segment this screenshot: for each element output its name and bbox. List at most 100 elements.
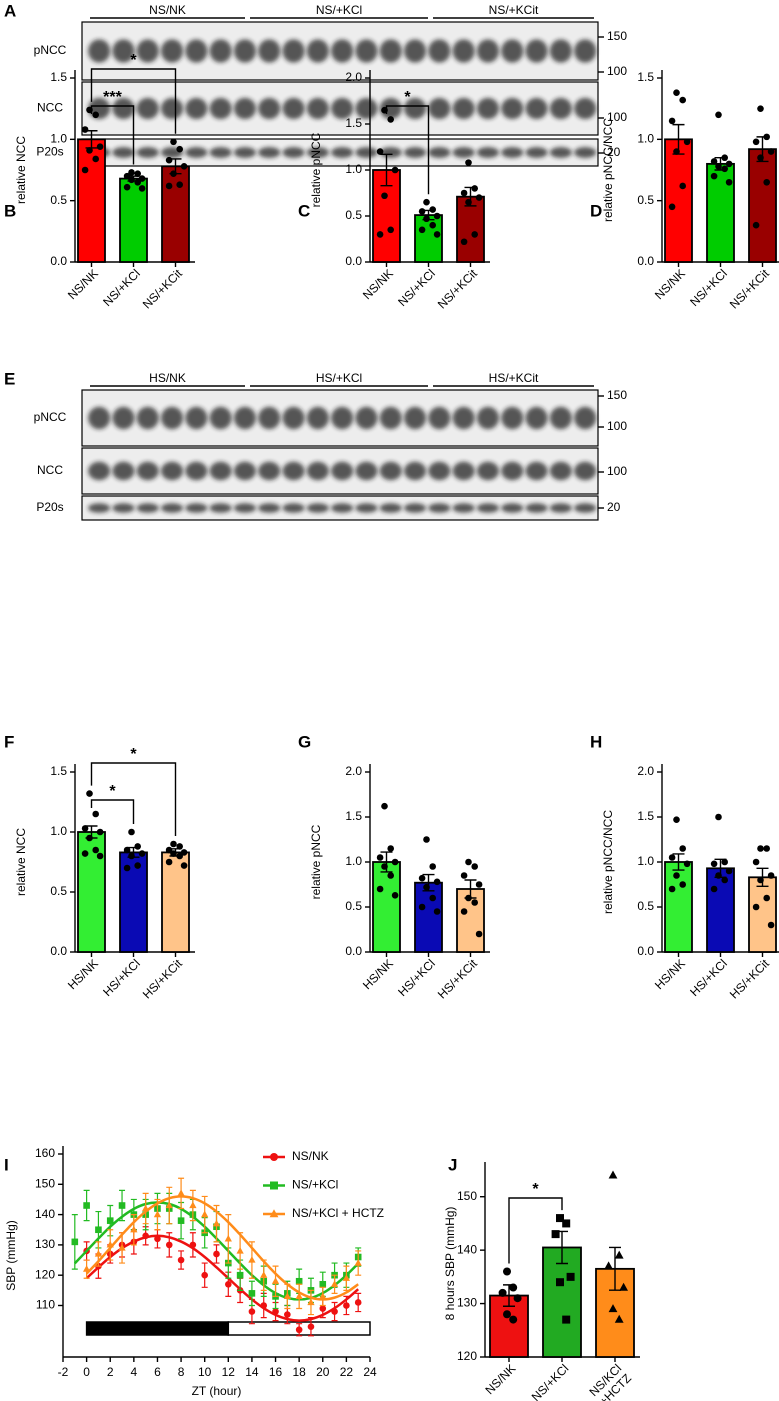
blot-band xyxy=(209,503,232,513)
point xyxy=(614,1314,624,1323)
point xyxy=(201,1271,208,1279)
point xyxy=(562,1219,571,1228)
point xyxy=(236,1246,244,1254)
blot-band xyxy=(452,147,475,158)
point xyxy=(475,881,483,888)
blot-band xyxy=(452,461,475,481)
point xyxy=(92,155,99,163)
blot-band xyxy=(209,39,232,63)
blot-band xyxy=(209,97,232,120)
point xyxy=(752,903,760,911)
point xyxy=(608,1170,618,1179)
blot-band xyxy=(476,147,499,158)
blot-band xyxy=(379,39,402,63)
blot-band xyxy=(379,461,402,481)
blot-band xyxy=(404,503,427,513)
x-tick-label: HS/+KCit xyxy=(140,956,186,1002)
point xyxy=(725,867,733,875)
blot-band xyxy=(501,461,524,481)
point xyxy=(81,126,89,133)
panel-letter: F xyxy=(4,732,14,751)
point xyxy=(180,849,188,856)
blot-band xyxy=(331,97,354,120)
blot-band xyxy=(282,147,305,158)
point xyxy=(418,208,426,215)
group-label: HS/NK xyxy=(149,371,186,385)
blot-band xyxy=(525,461,548,481)
blot-band xyxy=(136,39,159,63)
point xyxy=(475,194,483,201)
y-tick-label: 0.0 xyxy=(637,944,654,958)
y-tick-label: 140 xyxy=(457,1242,477,1256)
x-tick-label: NS/NK xyxy=(483,1361,519,1397)
point xyxy=(81,166,89,174)
blot-band xyxy=(112,461,135,481)
x-tick-label: 8 xyxy=(178,1365,185,1379)
y-tick-label: 110 xyxy=(36,1298,55,1312)
blot-band xyxy=(549,406,572,430)
point xyxy=(128,176,135,184)
point xyxy=(715,163,722,170)
x-tick-label: NS/NK xyxy=(652,266,688,302)
blot-band xyxy=(501,97,524,120)
x-tick-label: 6 xyxy=(154,1365,161,1379)
y-tick-label: 120 xyxy=(35,1267,55,1281)
y-axis-label: relative pNCC/NCC xyxy=(601,118,615,222)
y-axis-label: relative pNCC xyxy=(309,824,323,899)
significance-bracket xyxy=(90,68,177,134)
point xyxy=(710,860,718,868)
x-tick-label: 24 xyxy=(363,1365,377,1379)
point xyxy=(165,182,173,190)
point xyxy=(118,1202,126,1209)
blot-band xyxy=(258,39,281,63)
panel-letter: A xyxy=(4,1,16,20)
significance-bracket xyxy=(508,1197,563,1264)
point xyxy=(269,1209,279,1218)
blot-band xyxy=(379,503,402,513)
point xyxy=(619,1282,628,1291)
blot-band xyxy=(136,406,159,430)
point xyxy=(71,1238,79,1246)
point xyxy=(465,894,472,902)
blot-band xyxy=(112,406,135,430)
blot-band xyxy=(501,406,524,430)
point xyxy=(433,212,441,220)
point xyxy=(503,1310,511,1319)
point xyxy=(471,185,479,192)
point xyxy=(176,181,183,189)
point xyxy=(721,154,728,162)
y-axis-label: relative pNCC xyxy=(309,132,323,207)
point xyxy=(715,813,722,821)
blot-band xyxy=(306,406,329,430)
point xyxy=(213,1250,220,1258)
point xyxy=(96,852,104,860)
y-tick-label: 150 xyxy=(35,1176,55,1190)
group-label: HS/+KCit xyxy=(489,371,539,385)
y-tick-label: 1.5 xyxy=(637,70,654,84)
point xyxy=(423,215,430,223)
point xyxy=(272,1308,279,1315)
x-tick-label: 22 xyxy=(340,1365,354,1379)
point xyxy=(679,96,686,104)
point xyxy=(715,111,722,119)
point xyxy=(683,860,691,868)
significance-bracket xyxy=(90,762,177,836)
point xyxy=(331,1308,338,1315)
point xyxy=(319,1292,327,1300)
point xyxy=(130,1225,138,1233)
point xyxy=(673,148,680,155)
point xyxy=(134,178,141,186)
panel-letter: E xyxy=(4,369,15,388)
point xyxy=(354,1299,362,1306)
point xyxy=(342,1274,351,1281)
blot-band xyxy=(185,406,208,430)
point xyxy=(668,117,676,125)
blot-band xyxy=(574,39,597,63)
y-tick-label: 0.0 xyxy=(50,254,67,268)
blot-band xyxy=(136,147,159,158)
bar xyxy=(748,876,777,953)
point xyxy=(123,183,131,191)
blot-band xyxy=(525,406,548,430)
y-tick-label: 1.5 xyxy=(345,809,362,823)
point xyxy=(418,903,426,911)
